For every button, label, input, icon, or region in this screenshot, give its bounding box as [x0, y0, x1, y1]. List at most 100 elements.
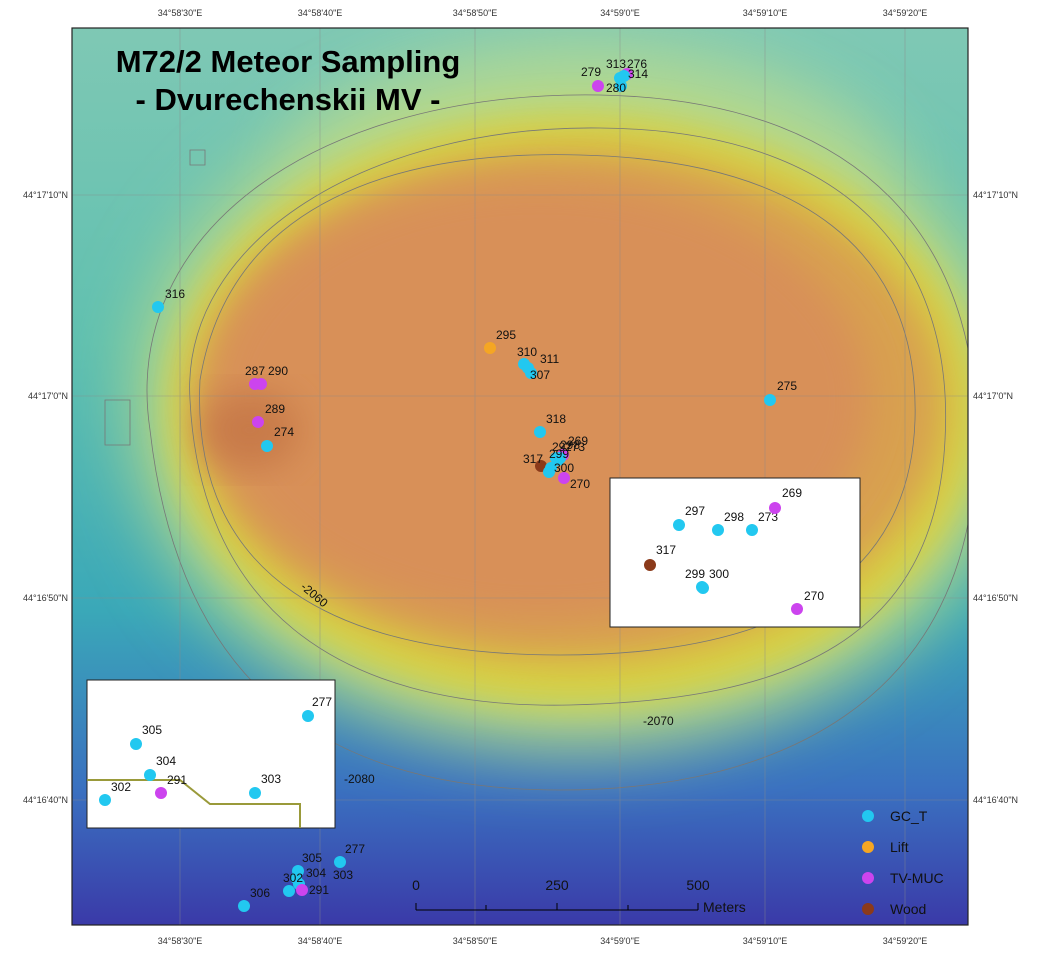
sample-point — [769, 502, 781, 514]
longitude-label: 34°59'10"E — [743, 8, 788, 18]
latitude-label: 44°17'10"N — [973, 190, 1018, 200]
longitude-label: 34°59'0"E — [600, 936, 640, 946]
scale-unit: Meters — [703, 899, 746, 915]
sample-point — [592, 80, 604, 92]
longitude-label: 34°58'30"E — [158, 936, 203, 946]
sample-point — [283, 885, 295, 897]
inset-right — [610, 478, 860, 627]
title-line: - Dvurechenskii MV - — [136, 82, 441, 117]
sample-point — [296, 884, 308, 896]
sample-point — [255, 378, 267, 390]
sample-point — [252, 416, 264, 428]
sample-point — [238, 900, 250, 912]
map-figure: M72/2 Meteor Sampling - Dvurechenskii MV… — [0, 0, 1037, 952]
point-label: 297 — [685, 504, 705, 518]
point-label: 270 — [570, 477, 590, 491]
point-label: 317 — [656, 543, 676, 557]
point-label: 305 — [142, 723, 162, 737]
point-label: 316 — [165, 287, 185, 301]
point-label: 291 — [309, 883, 329, 897]
longitude-label: 34°59'20"E — [883, 936, 928, 946]
legend-swatch — [862, 841, 874, 853]
point-label: 275 — [777, 379, 797, 393]
point-label: 303 — [261, 772, 281, 786]
inset-left — [87, 680, 335, 828]
point-label: 289 — [265, 402, 285, 416]
point-label: 310 — [517, 345, 537, 359]
longitude-label: 34°58'50"E — [453, 936, 498, 946]
point-label: 304 — [306, 866, 326, 880]
point-label: 302 — [283, 871, 303, 885]
longitude-label: 34°58'40"E — [298, 936, 343, 946]
point-label: 277 — [312, 695, 332, 709]
sample-point — [558, 472, 570, 484]
point-label: 274 — [274, 425, 294, 439]
sample-point — [673, 519, 685, 531]
title-line: M72/2 Meteor Sampling — [116, 44, 461, 79]
sample-point — [130, 738, 142, 750]
scale-label: 500 — [686, 877, 710, 893]
sample-point — [99, 794, 111, 806]
contour-label: -2080 — [344, 772, 375, 786]
point-label: 311 — [540, 352, 559, 366]
sample-point — [152, 301, 164, 313]
longitude-label: 34°58'30"E — [158, 8, 203, 18]
point-label: 313 — [606, 57, 626, 71]
point-label: 295 — [496, 328, 516, 342]
latitude-label: 44°16'50"N — [973, 593, 1018, 603]
sample-point — [712, 524, 724, 536]
sample-point — [764, 394, 776, 406]
longitude-label: 34°58'50"E — [453, 8, 498, 18]
scale-label: 250 — [545, 877, 569, 893]
point-label: 299 — [549, 447, 569, 461]
point-label: 307 — [530, 368, 550, 382]
sample-point — [484, 342, 496, 354]
point-label: 302 — [111, 780, 131, 794]
point-label: 314 — [628, 67, 648, 81]
longitude-label: 34°59'20"E — [883, 8, 928, 18]
point-label: 306 — [250, 886, 270, 900]
sample-point — [155, 787, 167, 799]
contour-label: -2070 — [643, 714, 674, 728]
point-label: 291 — [167, 773, 187, 787]
longitude-label: 34°59'10"E — [743, 936, 788, 946]
point-label: 318 — [546, 412, 566, 426]
legend-swatch — [862, 810, 874, 822]
point-label: 287 — [245, 364, 265, 378]
sample-point — [697, 582, 709, 594]
sample-point — [334, 856, 346, 868]
sample-point — [791, 603, 803, 615]
point-label: 298 — [724, 510, 744, 524]
point-label: 270 — [804, 589, 824, 603]
latitude-label: 44°17'10"N — [23, 190, 68, 200]
point-label: 304 — [156, 754, 176, 768]
longitude-label: 34°59'0"E — [600, 8, 640, 18]
scale-label: 0 — [412, 877, 420, 893]
point-label: 303 — [333, 868, 353, 882]
legend-label: TV-MUC — [890, 870, 944, 886]
legend-label: GC_T — [890, 808, 928, 824]
legend-label: Lift — [890, 839, 909, 855]
point-label: 299 — [685, 567, 705, 581]
sample-point — [249, 787, 261, 799]
sample-point — [534, 426, 546, 438]
point-label: 279 — [581, 65, 601, 79]
point-label: 277 — [345, 842, 365, 856]
legend-label: Wood — [890, 901, 926, 917]
latitude-label: 44°17'0"N — [28, 391, 68, 401]
sample-point — [302, 710, 314, 722]
sample-point — [261, 440, 273, 452]
sample-point — [644, 559, 656, 571]
legend-swatch — [862, 872, 874, 884]
point-label: 269 — [782, 486, 802, 500]
sample-point — [144, 769, 156, 781]
point-label: 305 — [302, 851, 322, 865]
legend-swatch — [862, 903, 874, 915]
point-label: 300 — [709, 567, 729, 581]
latitude-label: 44°16'40"N — [973, 795, 1018, 805]
point-label: 280 — [606, 81, 626, 95]
latitude-label: 44°16'40"N — [23, 795, 68, 805]
point-label: 317 — [523, 452, 543, 466]
sample-point — [746, 524, 758, 536]
latitude-label: 44°16'50"N — [23, 593, 68, 603]
